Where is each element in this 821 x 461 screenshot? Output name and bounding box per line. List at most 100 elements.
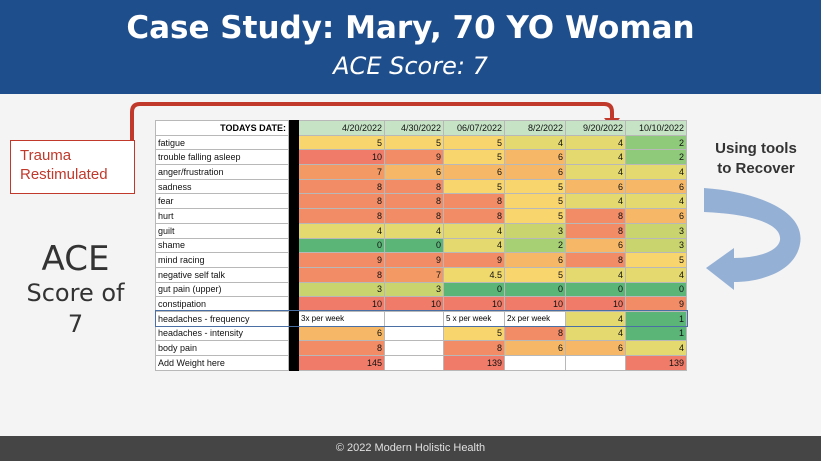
score-cell: 6 bbox=[504, 252, 566, 268]
table-row: fear 8 8 8 5 4 4 bbox=[155, 193, 687, 210]
row-label: constipation bbox=[155, 296, 289, 312]
score-cell: 9 bbox=[384, 252, 444, 268]
table-row: sadness 8 8 5 5 6 6 bbox=[155, 178, 687, 195]
table-row: shame 0 0 4 2 6 3 bbox=[155, 237, 687, 254]
score-cell: 5 bbox=[443, 178, 505, 195]
score-cell: 4 bbox=[565, 193, 626, 210]
score-cell: 2 bbox=[625, 149, 687, 166]
score-cell: 4 bbox=[565, 134, 626, 151]
score-cell: 8 bbox=[298, 193, 385, 210]
column-separator bbox=[288, 222, 299, 239]
score-cell: 5 bbox=[504, 178, 566, 195]
column-separator bbox=[288, 296, 299, 312]
score-cell: 4 bbox=[565, 325, 626, 342]
score-cell: 0 bbox=[625, 281, 687, 298]
score-cell: 8 bbox=[565, 208, 626, 224]
score-cell: 5 bbox=[298, 134, 385, 151]
table-row: gut pain (upper) 3 3 0 0 0 0 bbox=[155, 281, 687, 298]
trauma-line-1: Trauma bbox=[20, 147, 72, 164]
score-cell: 0 bbox=[298, 237, 385, 254]
score-cell: 3 bbox=[625, 237, 687, 254]
score-cell: 1 bbox=[625, 310, 687, 327]
score-cell: 6 bbox=[504, 340, 566, 356]
column-separator bbox=[288, 134, 299, 151]
date-header: 10/10/2022 bbox=[625, 120, 687, 136]
score-cell: 4 bbox=[625, 340, 687, 356]
score-cell: 8 bbox=[565, 222, 626, 239]
date-header: 9/20/2022 bbox=[565, 120, 626, 136]
column-separator bbox=[288, 266, 299, 283]
score-cell: 4 bbox=[565, 266, 626, 283]
score-cell bbox=[384, 310, 444, 327]
score-cell: 0 bbox=[384, 237, 444, 254]
recovery-line-1: Using tools bbox=[715, 140, 797, 157]
score-cell: 5 bbox=[625, 252, 687, 268]
score-cell: 6 bbox=[625, 178, 687, 195]
column-separator bbox=[288, 237, 299, 254]
column-separator bbox=[288, 120, 299, 136]
column-separator bbox=[288, 310, 299, 327]
title-banner: Case Study: Mary, 70 YO Woman ACE Score:… bbox=[0, 0, 821, 94]
score-cell: 4 bbox=[443, 222, 505, 239]
score-cell: 8 bbox=[504, 325, 566, 342]
row-label: mind racing bbox=[155, 252, 289, 268]
column-separator bbox=[288, 281, 299, 298]
score-cell: 7 bbox=[384, 266, 444, 283]
score-cell: 6 bbox=[384, 164, 444, 180]
column-separator bbox=[288, 252, 299, 268]
table-row: constipation 10 10 10 10 10 9 bbox=[155, 296, 687, 312]
score-cell: 9 bbox=[443, 252, 505, 268]
score-cell: 4 bbox=[565, 164, 626, 180]
table-row: negative self talk 8 7 4.5 5 4 4 bbox=[155, 266, 687, 283]
score-cell: 3x per week bbox=[298, 310, 385, 327]
score-cell: 2 bbox=[625, 134, 687, 151]
score-cell: 8 bbox=[384, 208, 444, 224]
score-cell: 4 bbox=[625, 193, 687, 210]
score-cell: 9 bbox=[625, 296, 687, 312]
row-label: negative self talk bbox=[155, 266, 289, 283]
row-label: headaches - intensity bbox=[155, 325, 289, 342]
score-cell: 0 bbox=[565, 281, 626, 298]
score-cell: 8 bbox=[384, 193, 444, 210]
score-cell: 3 bbox=[298, 281, 385, 298]
row-label: body pain bbox=[155, 340, 289, 356]
date-header: 8/2/2022 bbox=[504, 120, 566, 136]
date-header: 4/30/2022 bbox=[384, 120, 444, 136]
score-cell bbox=[384, 355, 444, 371]
ace-word: ACE bbox=[41, 239, 110, 279]
score-cell: 9 bbox=[298, 252, 385, 268]
trauma-callout: Trauma Restimulated bbox=[10, 140, 135, 194]
score-cell: 0 bbox=[504, 281, 566, 298]
row-label: Add Weight here bbox=[155, 355, 289, 371]
score-cell: 6 bbox=[565, 178, 626, 195]
row-label: sadness bbox=[155, 178, 289, 195]
table-row: headaches - intensity 6 5 8 4 1 bbox=[155, 325, 687, 342]
score-cell: 8 bbox=[298, 266, 385, 283]
slide-title: Case Study: Mary, 70 YO Woman bbox=[126, 10, 695, 46]
table-row: mind racing 9 9 9 6 8 5 bbox=[155, 252, 687, 268]
score-cell: 8 bbox=[443, 208, 505, 224]
row-label: headaches - frequency bbox=[155, 310, 289, 327]
column-separator bbox=[288, 193, 299, 210]
column-separator bbox=[288, 340, 299, 356]
score-cell bbox=[504, 355, 566, 371]
score-cell: 5 bbox=[504, 193, 566, 210]
table-row: Add Weight here 145 139 139 bbox=[155, 355, 687, 371]
score-cell: 5 bbox=[443, 134, 505, 151]
column-separator bbox=[288, 164, 299, 180]
column-separator bbox=[288, 178, 299, 195]
score-cell: 6 bbox=[565, 340, 626, 356]
score-cell: 4 bbox=[443, 237, 505, 254]
row-label: fear bbox=[155, 193, 289, 210]
score-cell: 4 bbox=[565, 310, 626, 327]
score-cell: 4 bbox=[384, 222, 444, 239]
column-separator bbox=[288, 149, 299, 166]
row-label: anger/frustration bbox=[155, 164, 289, 180]
score-cell: 145 bbox=[298, 355, 385, 371]
score-cell: 8 bbox=[384, 178, 444, 195]
row-label: hurt bbox=[155, 208, 289, 224]
score-cell: 0 bbox=[443, 281, 505, 298]
score-cell: 139 bbox=[443, 355, 505, 371]
recovery-callout: Using tools to Recover bbox=[696, 139, 816, 179]
date-header-label: TODAYS DATE: bbox=[155, 120, 289, 136]
